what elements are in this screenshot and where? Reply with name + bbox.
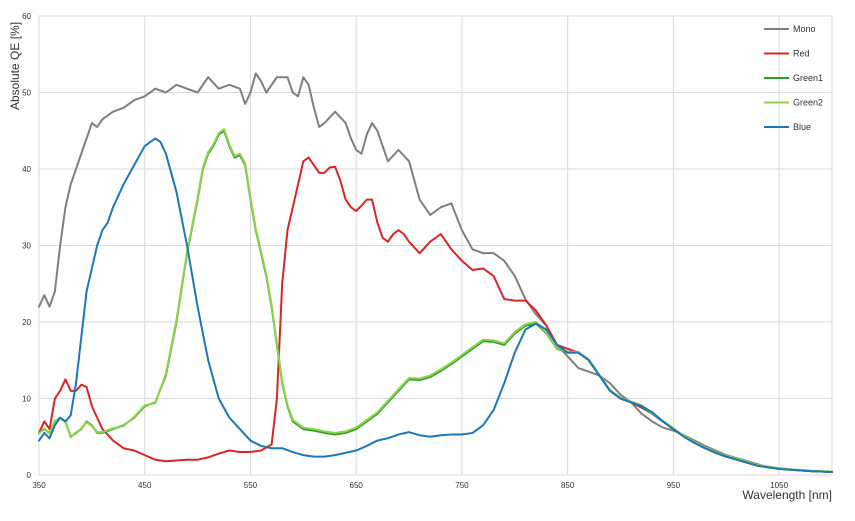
series-line-red: [38, 156, 833, 473]
legend-label: Green2: [793, 98, 823, 108]
y-tick-label: 0: [27, 471, 32, 480]
x-tick-label: 550: [244, 481, 258, 490]
y-tick-label: 30: [22, 242, 31, 251]
legend-label: Blue: [793, 122, 811, 132]
x-axis-title: Wavelength [nm]: [742, 488, 832, 502]
x-tick-label: 450: [138, 481, 152, 490]
series-line-mono: [38, 72, 833, 473]
x-tick-label: 850: [561, 481, 575, 490]
series-lines: [38, 72, 833, 473]
y-tick-label: 40: [22, 165, 31, 174]
x-tick-label: 950: [667, 481, 681, 490]
y-tick-label: 20: [22, 318, 31, 327]
y-tick-label: 60: [22, 12, 31, 21]
legend-label: Red: [793, 49, 810, 59]
y-axis-title: Absolute QE [%]: [8, 22, 22, 110]
x-tick-label: 750: [455, 481, 469, 490]
axes: 0 10 20 30 40 50 60 350 450 550 650 750 850 950 1050Wa…: [8, 12, 832, 502]
series-line-green2: [38, 128, 833, 473]
grid: [38, 15, 833, 476]
series-line-green1: [38, 129, 833, 473]
y-tick-label: 10: [22, 395, 31, 404]
legend-label: Mono: [793, 24, 816, 34]
x-tick-label: 1050: [770, 481, 788, 490]
legend: Mono Red Green1 Green2 Blue: [764, 24, 823, 132]
x-tick-label: 650: [350, 481, 364, 490]
legend-label: Green1: [793, 73, 823, 83]
y-tick-label: 50: [22, 89, 31, 98]
series-line-blue: [38, 137, 833, 473]
x-tick-label: 350: [32, 481, 46, 490]
